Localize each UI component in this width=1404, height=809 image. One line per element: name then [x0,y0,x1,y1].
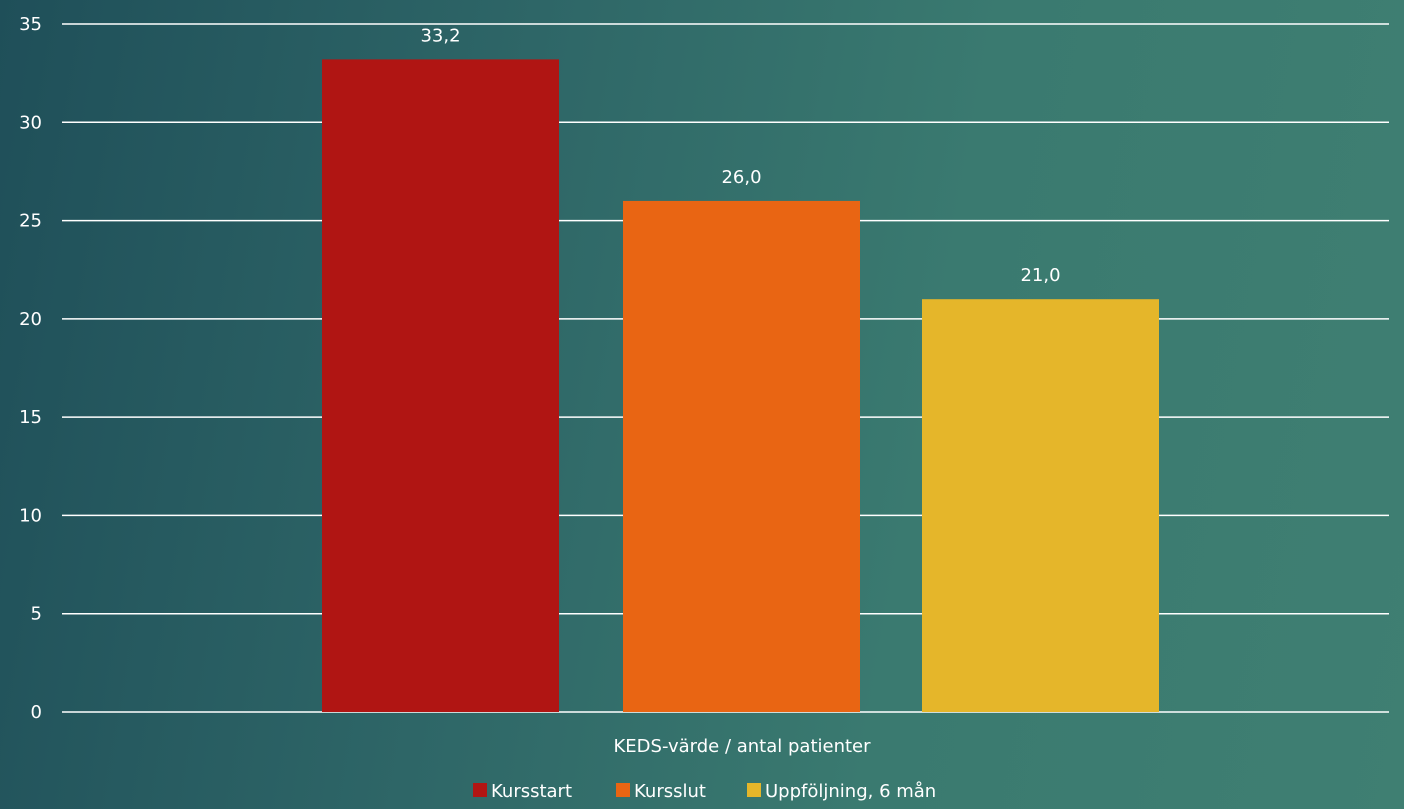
bar-kursslut [623,200,860,712]
legend: Kursstart Kursslut Uppföljning, 6 mån [473,781,936,802]
bar-uppf-ljning-6-m-n [922,299,1159,712]
legend-swatch [473,783,487,797]
y-tick-label: 15 [19,407,42,428]
y-tick-label: 5 [31,604,42,625]
y-tick-label: 35 [19,14,42,35]
data-label: 26,0 [721,167,761,188]
legend-swatch [747,783,761,797]
data-label: 21,0 [1020,265,1060,286]
y-tick-label: 20 [19,309,42,330]
y-axis-tick-labels: 0 5 10 15 20 25 30 35 [19,14,42,723]
y-tick-label: 0 [31,702,42,723]
y-tick-label: 10 [19,505,42,526]
data-label: 33,2 [420,25,460,46]
y-tick-label: 30 [19,112,42,133]
y-tick-label: 25 [19,211,42,232]
bar-kursstart [322,59,559,712]
legend-label: Kursstart [491,781,572,802]
data-labels: 33,2 26,0 21,0 [420,25,1060,286]
legend-swatch [616,783,630,797]
legend-label: Uppföljning, 6 mån [765,781,936,802]
x-axis-category-label: KEDS-värde / antal patienter [613,736,871,757]
bars [322,59,1159,712]
legend-label: Kursslut [634,781,706,802]
